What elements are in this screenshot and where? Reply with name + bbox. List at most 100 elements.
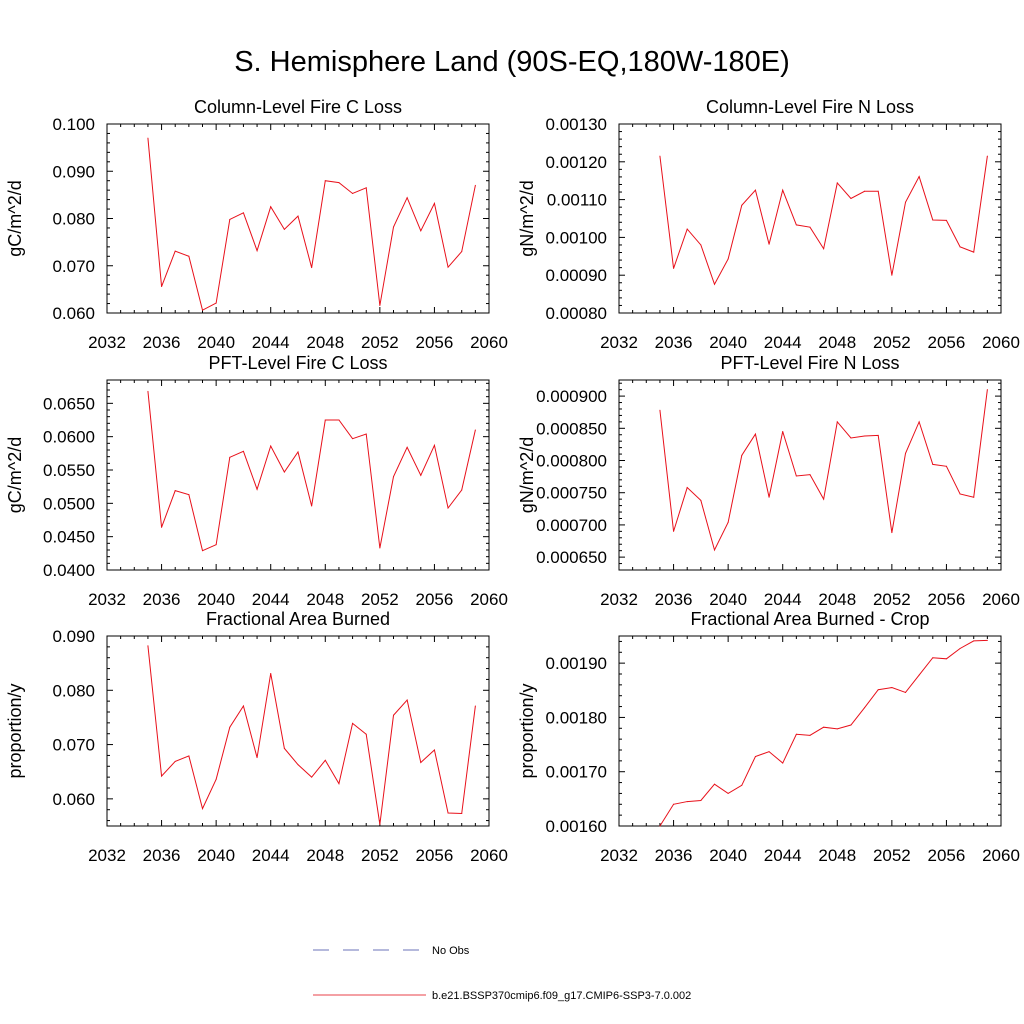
data-point [474, 429, 476, 431]
y-axis-label: proportion/y [5, 683, 25, 778]
data-point [379, 823, 381, 825]
data-point [686, 228, 688, 230]
x-tick-label: 2032 [600, 333, 638, 352]
y-tick-label: 0.00170 [546, 763, 607, 782]
x-tick-label: 2044 [252, 846, 290, 865]
y-tick-label: 0.00090 [546, 266, 607, 285]
y-tick-label: 0.00100 [546, 228, 607, 247]
x-tick-label: 2040 [709, 590, 747, 609]
x-tick-label: 2052 [873, 333, 911, 352]
x-tick-label: 2056 [416, 333, 454, 352]
data-point [659, 409, 661, 411]
x-tick-label: 2048 [818, 846, 856, 865]
x-tick-label: 2036 [143, 846, 181, 865]
x-tick-label: 2044 [252, 590, 290, 609]
legend-entry-label: No Obs [432, 945, 470, 957]
data-point [297, 215, 299, 217]
x-tick-label: 2044 [764, 846, 802, 865]
data-point [161, 775, 163, 777]
x-tick-label: 2036 [655, 333, 693, 352]
x-tick-label: 2060 [982, 590, 1020, 609]
x-tick-label: 2052 [873, 846, 911, 865]
data-point [823, 726, 825, 728]
data-point [891, 532, 893, 534]
x-tick-label: 2032 [600, 846, 638, 865]
data-point [686, 801, 688, 803]
data-point [905, 201, 906, 203]
data-point [202, 550, 203, 552]
x-tick-label: 2052 [873, 590, 911, 609]
y-axis-label: gN/m^2/d [517, 437, 537, 513]
data-point [338, 182, 340, 184]
data-point [406, 197, 408, 199]
data-point [714, 283, 715, 285]
data-point [283, 747, 285, 749]
data-point [809, 474, 811, 476]
data-point [973, 496, 975, 498]
plot-frame [618, 123, 1002, 314]
data-point [270, 206, 272, 208]
data-point [242, 212, 244, 214]
data-point [188, 255, 190, 257]
data-point [393, 476, 394, 478]
data-point [256, 757, 258, 759]
data-point [174, 490, 176, 492]
data-point [433, 202, 435, 204]
panel-title: Column-Level Fire C Loss [194, 97, 402, 117]
data-point [379, 304, 381, 306]
data-point [147, 645, 149, 647]
data-point [256, 250, 258, 252]
data-point [338, 419, 340, 421]
data-point [945, 219, 947, 221]
data-point [352, 722, 354, 724]
y-tick-label: 0.0400 [43, 561, 95, 580]
x-tick-label: 2032 [600, 590, 638, 609]
legend-entry-label: b.e21.BSSP370cmip6.f09_g17.CMIP6-SSP3-7.… [432, 990, 691, 1002]
y-tick-label: 0.0550 [43, 461, 95, 480]
y-tick-label: 0.060 [52, 304, 95, 323]
data-point [986, 155, 988, 157]
data-point [700, 244, 702, 246]
data-point [864, 190, 866, 192]
y-tick-label: 0.000700 [536, 516, 607, 535]
panel-title: Column-Level Fire N Loss [706, 97, 914, 117]
data-point [202, 808, 203, 810]
data-point [447, 266, 449, 268]
data-point [782, 189, 784, 191]
data-point [311, 505, 313, 507]
data-point [659, 155, 661, 157]
x-tick-label: 2044 [764, 590, 802, 609]
data-point [727, 792, 729, 794]
data-point [352, 438, 354, 440]
data-point [188, 494, 190, 496]
data-point [891, 687, 893, 689]
x-tick-label: 2036 [143, 333, 181, 352]
data-point [823, 498, 825, 500]
chart-panel-4: PFT-Level Fire N Loss gN/m^2/d 2032 2036 204… [517, 353, 1020, 609]
x-tick-label: 2032 [88, 590, 126, 609]
x-tick-label: 2056 [928, 333, 966, 352]
data-point [297, 764, 299, 766]
series-line [659, 156, 988, 286]
data-point [229, 726, 231, 728]
data-point [311, 267, 313, 269]
chart-panel-1: Column-Level Fire C Loss gC/m^2/d 2032 2036… [5, 97, 508, 352]
data-point [905, 691, 906, 693]
chart-panel-2: Column-Level Fire N Loss gN/m^2/d 2032 2036… [517, 97, 1020, 352]
x-tick-label: 2040 [709, 846, 747, 865]
y-tick-label: 0.000800 [536, 452, 607, 471]
y-tick-label: 0.000900 [536, 387, 607, 406]
data-point [270, 445, 272, 447]
x-tick-label: 2040 [197, 333, 235, 352]
data-point [932, 219, 934, 221]
x-tick-label: 2040 [197, 846, 235, 865]
data-point [795, 475, 797, 477]
data-point [741, 204, 743, 206]
y-tick-label: 0.070 [52, 736, 95, 755]
data-point [850, 724, 852, 726]
data-point [242, 450, 244, 452]
data-point [324, 419, 326, 421]
data-point [406, 446, 408, 448]
data-point [447, 812, 449, 814]
data-point [420, 761, 422, 763]
